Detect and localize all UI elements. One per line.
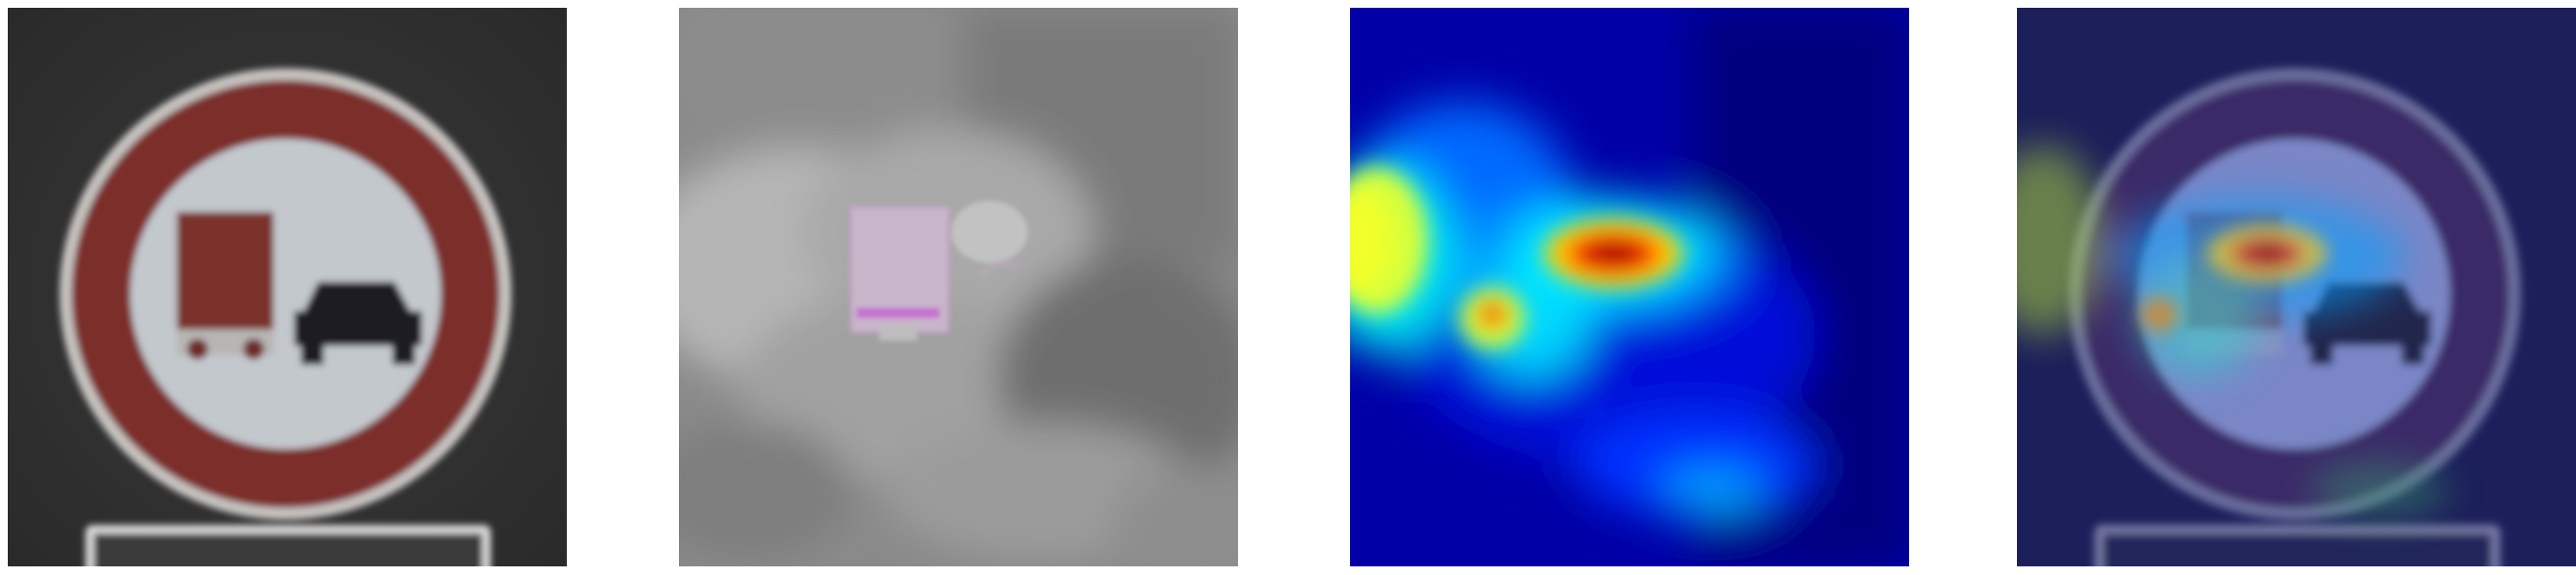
perturbation-map-image <box>679 8 1238 566</box>
saliency-heatmap-svg <box>1350 8 1909 566</box>
original-sign-image <box>8 8 567 566</box>
original-sign-svg <box>8 8 567 566</box>
heatmap-overlay-svg <box>2017 8 2576 566</box>
perturbation-map-svg <box>679 8 1238 566</box>
heatmap-overlay-image <box>2017 8 2576 566</box>
saliency-heatmap-image <box>1350 8 1909 566</box>
